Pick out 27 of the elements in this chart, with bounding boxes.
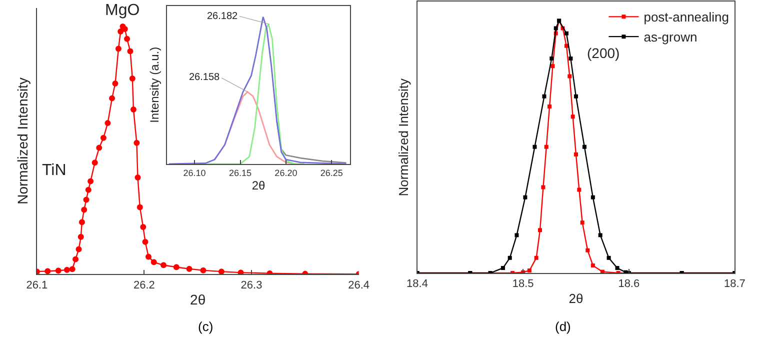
y-axis-title: Normalized Intensity — [396, 78, 412, 196]
x-tick-label: 26.4 — [348, 279, 370, 292]
annotation: 26.158 — [189, 72, 220, 83]
x-tick-label: 18.7 — [724, 278, 746, 290]
x-tick-label: 26.15 — [228, 168, 252, 178]
x-axis-title: 2θ — [568, 290, 584, 306]
text: (d) — [555, 319, 571, 334]
x-tick-label: 26.20 — [274, 168, 298, 178]
text: (c) — [198, 319, 214, 334]
y-axis-title: Normalized Intensity — [14, 78, 30, 204]
x-axis-title: 2θ — [252, 178, 266, 193]
x-tick-label: 26.1 — [26, 279, 48, 292]
x-tick-label: 18.5 — [512, 278, 534, 290]
x-tick-label: 26.25 — [320, 168, 343, 178]
x-tick-label: 26.10 — [183, 168, 206, 178]
x-tick-label: 26.2 — [133, 279, 155, 292]
x-axis-title: 2θ — [190, 292, 206, 308]
annotation: TiN — [42, 162, 66, 179]
annotation: MgO — [105, 2, 140, 19]
x-tick-label: 18.6 — [618, 278, 640, 290]
legend-label: as-grown — [644, 30, 698, 45]
annotation: (200) — [587, 45, 620, 61]
x-tick-label: 18.4 — [406, 278, 428, 290]
x-tick-label: 26.3 — [240, 279, 262, 292]
annotation: 26.182 — [207, 11, 238, 22]
legend-label: post-annealing — [644, 10, 730, 25]
y-axis-title: Intensity (a.u.) — [147, 46, 162, 123]
